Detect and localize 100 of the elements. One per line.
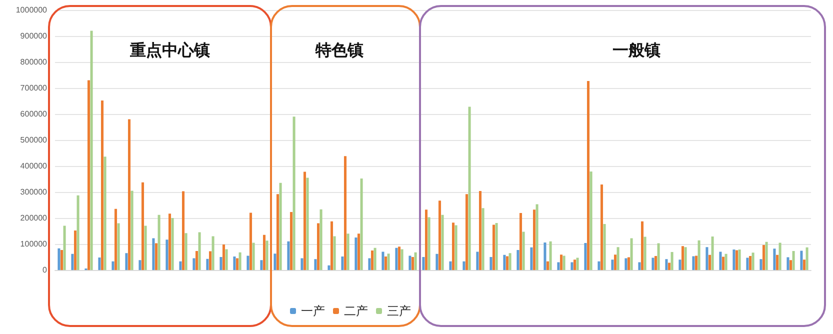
- bar: [274, 254, 276, 270]
- bar: [287, 241, 290, 270]
- bar: [492, 224, 496, 270]
- bar: [706, 247, 708, 270]
- bar: [792, 251, 795, 270]
- bar: [684, 247, 687, 270]
- bar: [719, 252, 722, 270]
- bar: [63, 226, 66, 270]
- bar: [195, 251, 198, 270]
- bar: [236, 258, 239, 270]
- bar: [128, 119, 131, 270]
- bar: [138, 260, 142, 270]
- bar: [670, 252, 674, 270]
- bar: [638, 262, 641, 270]
- bar: [773, 248, 776, 270]
- annotation: 重点中心镇: [129, 40, 210, 60]
- bar: [748, 256, 752, 270]
- bar: [454, 225, 458, 270]
- bar: [192, 258, 196, 270]
- bar: [76, 195, 80, 270]
- bar: [60, 250, 64, 270]
- bar: [476, 252, 479, 270]
- y-tick-label: 200000: [20, 214, 48, 222]
- y-tick-label: 300000: [20, 188, 48, 196]
- bar: [724, 254, 728, 270]
- bar: [452, 222, 455, 270]
- bar: [519, 213, 522, 270]
- bar: [765, 242, 768, 270]
- y-tick-label: 800000: [20, 58, 48, 66]
- y-tick-label: 0: [42, 266, 48, 274]
- bar: [692, 256, 695, 270]
- bar: [171, 218, 174, 270]
- bar: [346, 234, 350, 270]
- bar: [806, 247, 808, 270]
- bar: [478, 190, 482, 270]
- bar: [614, 254, 617, 270]
- bar: [616, 247, 620, 270]
- bar: [266, 240, 268, 270]
- bar: [225, 249, 228, 270]
- bar: [249, 212, 252, 270]
- y-tick-label: 1000000: [16, 6, 48, 14]
- bar: [411, 257, 414, 270]
- bar: [141, 182, 144, 270]
- legend-label: 二产: [344, 304, 368, 318]
- bar: [482, 208, 484, 270]
- bar: [438, 200, 442, 270]
- bar: [424, 210, 428, 270]
- bar: [152, 238, 155, 270]
- bar: [746, 258, 749, 270]
- bar: [441, 214, 444, 270]
- bar: [711, 236, 714, 270]
- bar: [532, 210, 536, 270]
- y-tick-label: 400000: [20, 162, 48, 170]
- y-tick-label: 100000: [20, 240, 48, 248]
- bar: [657, 243, 660, 270]
- bar: [802, 260, 806, 270]
- bar: [400, 249, 404, 270]
- bar: [252, 242, 255, 270]
- bar: [611, 260, 614, 270]
- bar: [573, 260, 576, 270]
- bar: [490, 257, 492, 270]
- bar: [246, 256, 250, 270]
- bar: [182, 191, 185, 270]
- bar: [382, 252, 384, 270]
- bar: [184, 233, 188, 270]
- bar: [368, 258, 371, 270]
- bar: [395, 248, 398, 270]
- bar: [168, 214, 172, 270]
- bar: [166, 240, 168, 270]
- annotation: 一般镇: [612, 40, 661, 60]
- bar: [233, 256, 236, 270]
- bar: [678, 260, 682, 270]
- bar: [562, 256, 566, 270]
- bar: [462, 261, 466, 270]
- bar: [398, 246, 401, 270]
- bar: [344, 156, 347, 270]
- bar: [316, 223, 320, 270]
- bar: [536, 204, 538, 270]
- bar: [778, 242, 782, 270]
- bar: [408, 256, 412, 270]
- bar: [260, 260, 263, 270]
- bar: [789, 260, 792, 270]
- bar: [603, 224, 606, 270]
- y-tick-label: 700000: [20, 84, 48, 92]
- bar: [503, 254, 506, 270]
- bar: [644, 236, 646, 270]
- bar: [58, 248, 60, 270]
- bar: [549, 241, 552, 270]
- bar: [522, 232, 525, 270]
- bar: [208, 251, 212, 270]
- y-tick-label: 900000: [20, 32, 48, 40]
- bar: [530, 247, 533, 270]
- bar: [800, 250, 803, 270]
- bar: [722, 256, 725, 270]
- bar: [584, 242, 587, 270]
- bar: [786, 257, 790, 270]
- bar: [333, 236, 336, 270]
- bar: [506, 256, 509, 270]
- bar: [374, 248, 376, 270]
- bar: [665, 259, 668, 270]
